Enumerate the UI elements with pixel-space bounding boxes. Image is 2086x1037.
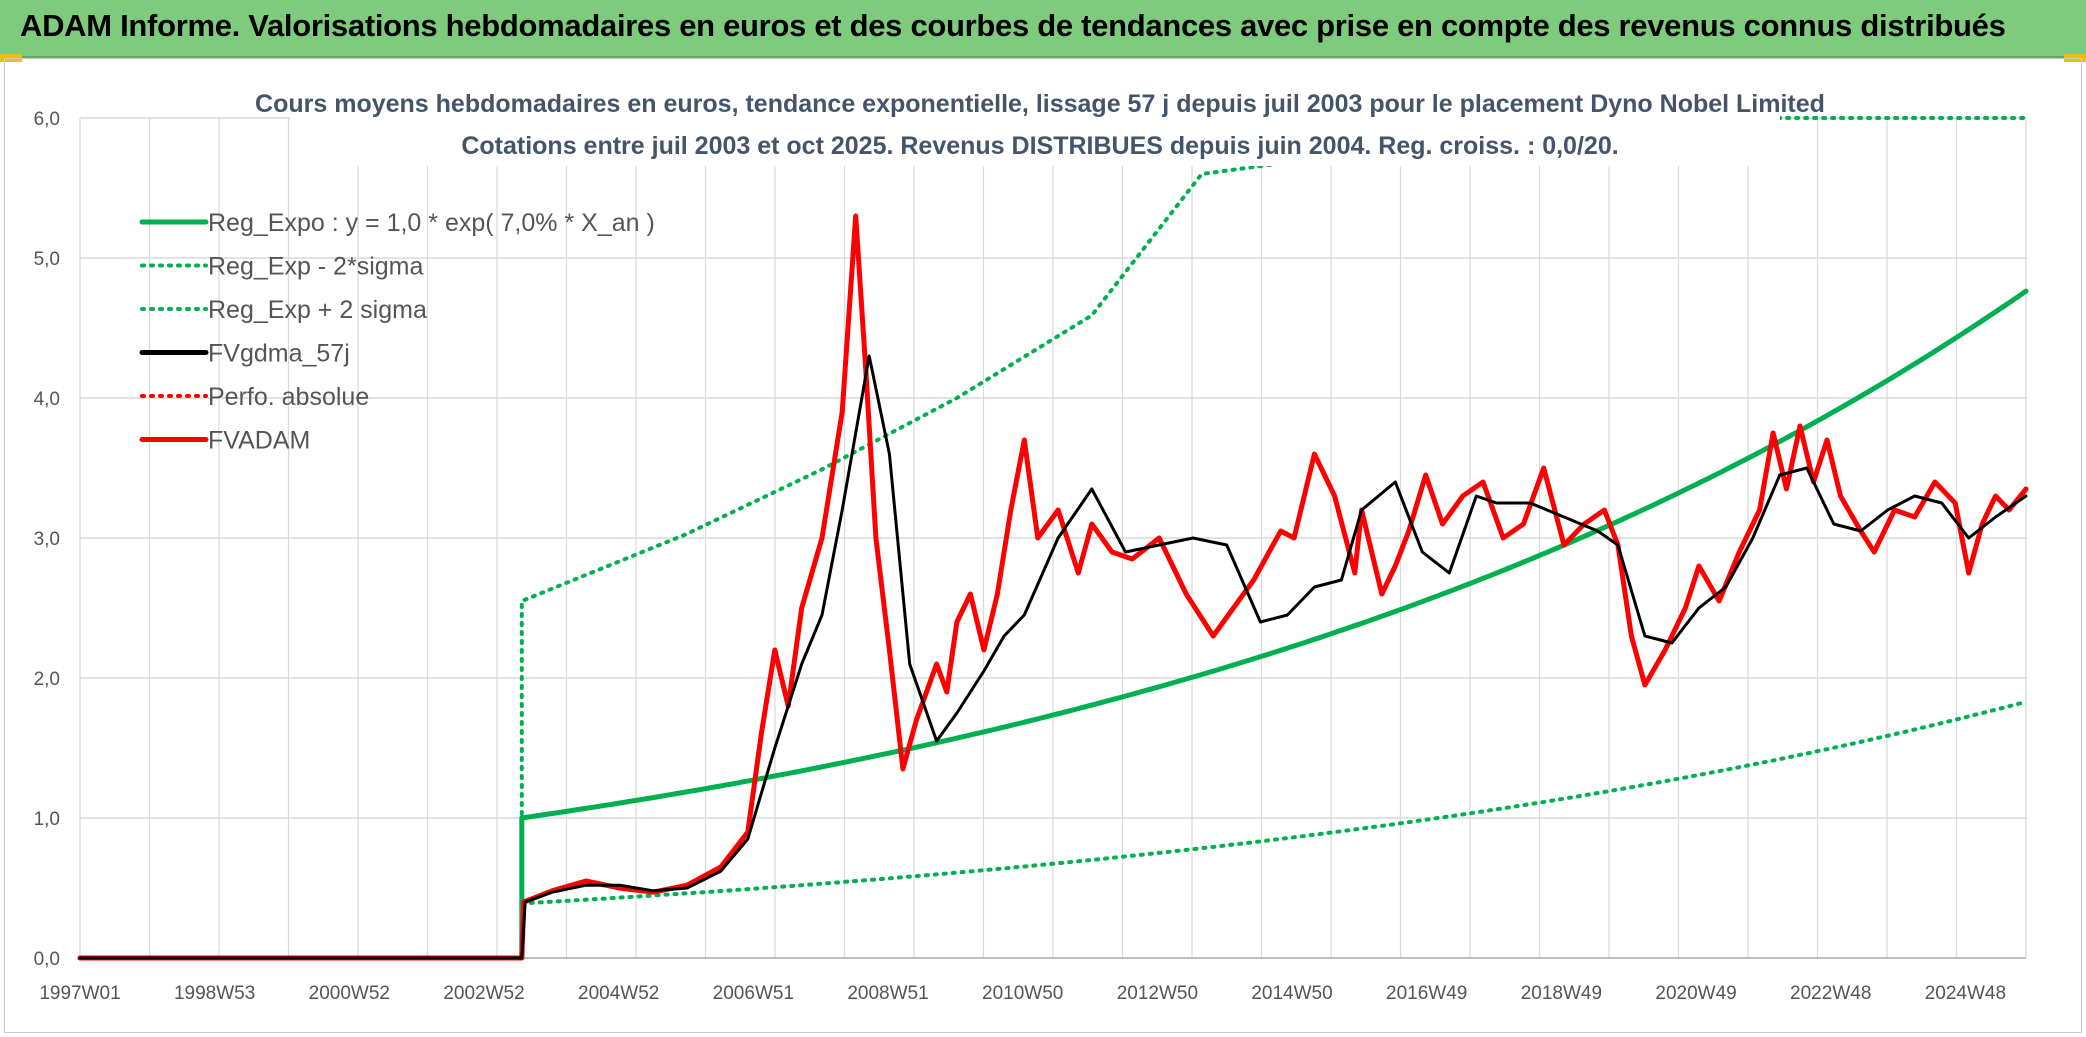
x-tick-label: 2020W49 <box>1655 983 1736 1004</box>
x-tick-label: 1998W53 <box>174 983 255 1004</box>
series-line-5 <box>77 213 2029 961</box>
legend-label: Reg_Exp + 2 sigma <box>208 296 427 324</box>
axis-layer: 0,0 1,0 2,0 3,0 4,0 5,0 6,0 1997W01 1998W53 2000W… <box>34 109 2026 1004</box>
x-tick-label: 2022W48 <box>1790 983 1871 1004</box>
y-tick-label: 5,0 <box>34 249 60 270</box>
legend-label: Reg_Expo : y = 1,0 * exp( 7,0% * X_an ) <box>208 209 655 237</box>
x-tick-label: 2006W51 <box>713 983 794 1004</box>
chart-frame <box>4 58 2082 1033</box>
series-line-3 <box>78 354 2028 960</box>
chart-title: Cours moyens hebdomadaires en euros, ten… <box>255 90 1825 118</box>
y-tick-label: 1,0 <box>34 809 60 830</box>
y-tick-label: 6,0 <box>34 109 60 130</box>
x-tick-label: 2002W52 <box>443 983 524 1004</box>
chart-subtitle: Cotations entre juil 2003 et oct 2025. R… <box>461 132 1618 160</box>
x-tick-label: 2016W49 <box>1386 983 1467 1004</box>
x-tick-label: 2000W52 <box>309 983 390 1004</box>
x-tick-label: 2012W50 <box>1117 983 1198 1004</box>
x-tick-label: 1997W01 <box>39 983 120 1004</box>
series-line-1 <box>519 699 2028 906</box>
x-tick-label: 2014W50 <box>1251 983 1332 1004</box>
legend-label: FVADAM <box>208 427 310 455</box>
report-header: ADAM Informe. Valorisations hebdomadaire… <box>0 0 2086 58</box>
legend-label: FVgdma_57j <box>208 340 350 368</box>
y-tick-label: 0,0 <box>34 949 60 970</box>
report-title: ADAM Informe. Valorisations hebdomadaire… <box>20 8 2006 43</box>
legend-label: Perfo. absolue <box>208 383 369 411</box>
x-tick-label: 2008W51 <box>847 983 928 1004</box>
x-tick-label: 2010W50 <box>982 983 1063 1004</box>
legend-label: Reg_Exp - 2*sigma <box>208 253 423 281</box>
series-layer <box>77 116 2029 961</box>
y-tick-label: 3,0 <box>34 529 60 550</box>
y-tick-label: 2,0 <box>34 669 60 690</box>
title-background <box>290 84 1780 166</box>
x-tick-label: 2024W48 <box>1925 983 2006 1004</box>
legend: Reg_Expo : y = 1,0 * exp( 7,0% * X_an ) R… <box>139 209 655 455</box>
grid-layer <box>79 117 2027 959</box>
y-tick-label: 4,0 <box>34 389 60 410</box>
series-line-2 <box>519 116 2028 960</box>
title-layer: Cours moyens hebdomadaires en euros, ten… <box>255 84 1825 166</box>
x-tick-label: 2004W52 <box>578 983 659 1004</box>
x-tick-label: 2018W49 <box>1521 983 1602 1004</box>
